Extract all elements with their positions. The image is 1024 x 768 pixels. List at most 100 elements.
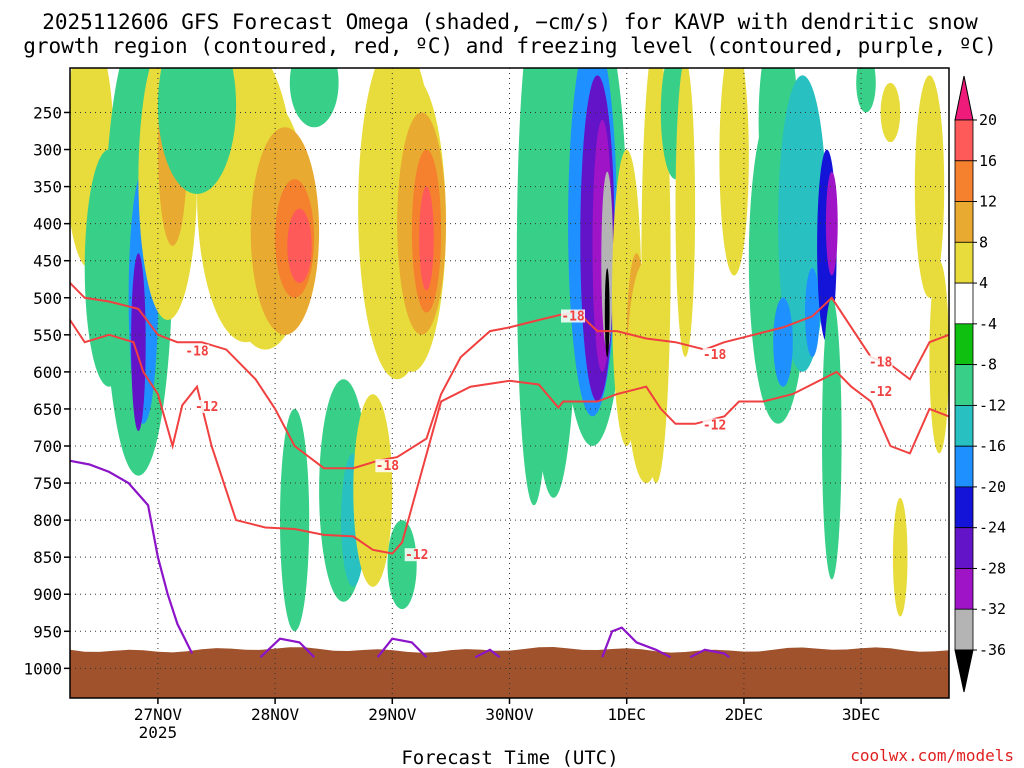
colorbar-label: -28 xyxy=(979,560,1006,578)
contour-label-bg xyxy=(868,355,893,369)
colorbar-label: -16 xyxy=(979,437,1006,455)
omega-cell xyxy=(157,68,237,194)
contour-label-bg xyxy=(404,548,429,562)
freezing-level-0C xyxy=(474,648,501,659)
colorbar-swatch xyxy=(954,404,974,447)
freezing-level-0C xyxy=(376,637,428,658)
credit-text: coolwx.com/models xyxy=(850,746,1014,765)
x-tick-label: 2DEC xyxy=(725,705,764,724)
y-tick-label: 750 xyxy=(33,474,62,493)
omega-cell xyxy=(914,75,945,298)
omega-cell xyxy=(287,208,312,283)
y-tick-label: 300 xyxy=(33,141,62,160)
colorbar-label: 12 xyxy=(979,193,997,211)
y-tick-label: 500 xyxy=(33,289,62,308)
contour-lines xyxy=(70,282,949,659)
omega-cell xyxy=(825,171,838,276)
colorbar-bottom-arrow xyxy=(954,649,974,693)
colorbar-label: 8 xyxy=(979,233,988,251)
chart-title-line-1: 2025112606 GFS Forecast Omega (shaded, −… xyxy=(42,10,978,34)
colorbar-swatch xyxy=(954,160,974,203)
x-tick-label: 28NOV xyxy=(251,705,300,724)
y-tick-label: 600 xyxy=(33,363,62,382)
omega-cell xyxy=(353,394,393,587)
y-tick-label: 550 xyxy=(33,326,62,345)
y-tick-label: 950 xyxy=(33,622,62,641)
grid-lines xyxy=(70,68,949,698)
contour-label: -18 xyxy=(376,459,400,474)
contour-labels: -12 -12 -12 -12 -18 -18 -18 -18 -18 xyxy=(185,309,893,563)
x-tick-label: 29NOV xyxy=(368,705,417,724)
y-tick-label: 1000 xyxy=(23,659,62,678)
colorbar-label: -36 xyxy=(979,641,1006,659)
omega-cell xyxy=(773,297,793,387)
freezing-level-0C xyxy=(259,637,315,658)
x-tick-label: 30NOV xyxy=(485,705,534,724)
x-axis-title: Forecast Time (UTC) xyxy=(401,747,618,768)
y-tick-label: 250 xyxy=(33,104,62,123)
colorbar-label: 16 xyxy=(979,152,997,170)
contour-label: -18 xyxy=(185,344,209,359)
y-tick-label: 350 xyxy=(33,178,62,197)
omega-cell xyxy=(641,68,671,484)
freezing-level-0C xyxy=(689,648,730,659)
y-tick-label: 700 xyxy=(33,437,62,456)
colorbar: 20 16 12 8 4 -4 -8 -12 -16 -20 -24 -28 -32 -36 xyxy=(954,75,1006,693)
y-tick-label: 450 xyxy=(33,252,62,271)
contour-label: -18 xyxy=(561,310,585,325)
y-tick-label: 850 xyxy=(33,548,62,567)
dgz-contour-minus12 xyxy=(70,319,949,555)
colorbar-swatch xyxy=(954,527,974,569)
colorbar-swatch xyxy=(954,323,974,365)
colorbar-swatch xyxy=(954,201,974,243)
x-tick-label: 1DEC xyxy=(607,705,646,724)
contour-label: -18 xyxy=(869,356,893,371)
freezing-level-0C xyxy=(70,459,194,654)
colorbar-swatch xyxy=(954,445,974,488)
colorbar-label: -12 xyxy=(979,396,1006,414)
colorbar-swatch xyxy=(954,282,974,325)
freezing-level-0C xyxy=(601,626,672,659)
omega-cell xyxy=(387,520,417,610)
x-tick-label: 27NOV xyxy=(134,705,183,724)
y-tick-label: 900 xyxy=(33,585,62,604)
contour-label-bg xyxy=(561,309,585,323)
colorbar-swatch xyxy=(954,241,974,284)
dgz-contour-minus18 xyxy=(70,282,949,470)
omega-cell xyxy=(929,260,949,454)
contour-label-bg xyxy=(185,344,209,358)
contour-label-bg xyxy=(868,385,893,399)
x-tick-label: 3DEC xyxy=(842,705,881,724)
colorbar-swatch xyxy=(954,608,974,651)
contour-label-bg xyxy=(194,399,219,413)
omega-cell xyxy=(604,268,610,358)
y-axis: 250 300 350 400 450 500 550 600 650 700 750 800 850 9… xyxy=(23,104,70,678)
omega-cell xyxy=(419,186,434,291)
y-tick-label: 400 xyxy=(33,215,62,234)
contour-label: -12 xyxy=(405,548,428,563)
omega-shading xyxy=(70,68,949,632)
colorbar-label: 20 xyxy=(979,111,997,129)
omega-cell xyxy=(675,68,696,357)
ground-layer xyxy=(70,647,949,698)
chart-title-line-2: growth region (contoured, red, ºC) and f… xyxy=(23,34,997,58)
y-tick-label: 650 xyxy=(33,400,62,419)
colorbar-label: -4 xyxy=(979,315,997,333)
omega-cell xyxy=(822,297,842,580)
colorbar-swatch xyxy=(954,486,974,529)
omega-cell xyxy=(289,68,339,128)
y-tick-label: 800 xyxy=(33,511,62,530)
colorbar-top-arrow xyxy=(954,75,974,121)
omega-cell xyxy=(719,68,749,276)
ground-surface xyxy=(70,647,949,698)
colorbar-swatch xyxy=(954,364,974,406)
colorbar-label: -32 xyxy=(979,600,1006,618)
contour-label-bg xyxy=(702,348,727,362)
contour-label: -12 xyxy=(869,385,892,400)
contour-label-bg xyxy=(375,459,400,473)
contour-label-bg xyxy=(702,418,727,432)
contour-label: -12 xyxy=(703,419,726,434)
omega-cell xyxy=(131,253,146,432)
omega-cell xyxy=(280,408,310,632)
